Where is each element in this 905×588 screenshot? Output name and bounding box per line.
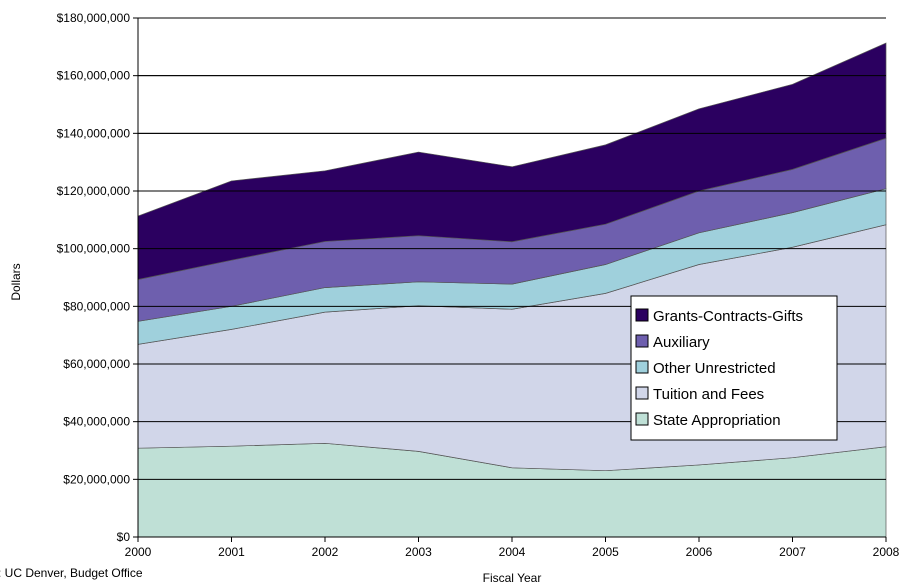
y-axis-label: Dollars bbox=[9, 263, 23, 300]
x-tick-label: 2006 bbox=[686, 545, 713, 559]
series-areas bbox=[137, 42, 887, 538]
y-tick-labels: $0 $20,000,000 $40,000,000 $60,000,000 $80,0… bbox=[57, 11, 138, 544]
legend-label: Other Unrestricted bbox=[653, 360, 776, 377]
legend: Grants-Contracts-Gifts Auxiliary Other Unr… bbox=[630, 295, 838, 441]
y-tick-label: $40,000,000 bbox=[63, 415, 130, 429]
x-tick-label: 2008 bbox=[873, 545, 900, 559]
source-note: : UC Denver, Budget Office bbox=[0, 566, 143, 580]
y-tick-label: $100,000,000 bbox=[57, 242, 131, 256]
legend-swatch bbox=[635, 308, 649, 322]
x-tick-label: 2003 bbox=[405, 545, 432, 559]
legend-label: Auxiliary bbox=[653, 334, 710, 351]
y-tick-label: $80,000,000 bbox=[63, 299, 130, 313]
x-tick-label: 2004 bbox=[499, 545, 526, 559]
legend-swatch bbox=[635, 386, 649, 400]
y-tick-label: $160,000,000 bbox=[57, 69, 131, 83]
x-tick-labels: 2000 2001 2002 2003 2004 2005 2006 2007 2008 bbox=[125, 537, 900, 559]
legend-swatch bbox=[635, 412, 649, 426]
legend-box bbox=[630, 295, 838, 441]
x-tick-label: 2005 bbox=[592, 545, 619, 559]
x-tick-label: 2001 bbox=[218, 545, 245, 559]
y-tick-label: $20,000,000 bbox=[63, 472, 130, 486]
y-tick-label: $60,000,000 bbox=[63, 357, 130, 371]
legend-swatch bbox=[635, 360, 649, 374]
area-grants-contracts-gifts bbox=[137, 42, 887, 280]
x-tick-label: 2000 bbox=[125, 545, 152, 559]
x-axis-label: Fiscal Year bbox=[483, 571, 542, 585]
x-tick-label: 2002 bbox=[312, 545, 339, 559]
y-tick-label: $0 bbox=[117, 530, 131, 544]
y-tick-label: $120,000,000 bbox=[57, 184, 131, 198]
x-tick-label: 2007 bbox=[779, 545, 806, 559]
y-tick-label: $140,000,000 bbox=[57, 126, 131, 140]
legend-label: State Appropriation bbox=[653, 412, 781, 429]
legend-swatch bbox=[635, 334, 649, 348]
legend-label: Grants-Contracts-Gifts bbox=[653, 308, 803, 325]
legend-label: Tuition and Fees bbox=[653, 386, 764, 403]
y-tick-label: $180,000,000 bbox=[57, 11, 131, 25]
